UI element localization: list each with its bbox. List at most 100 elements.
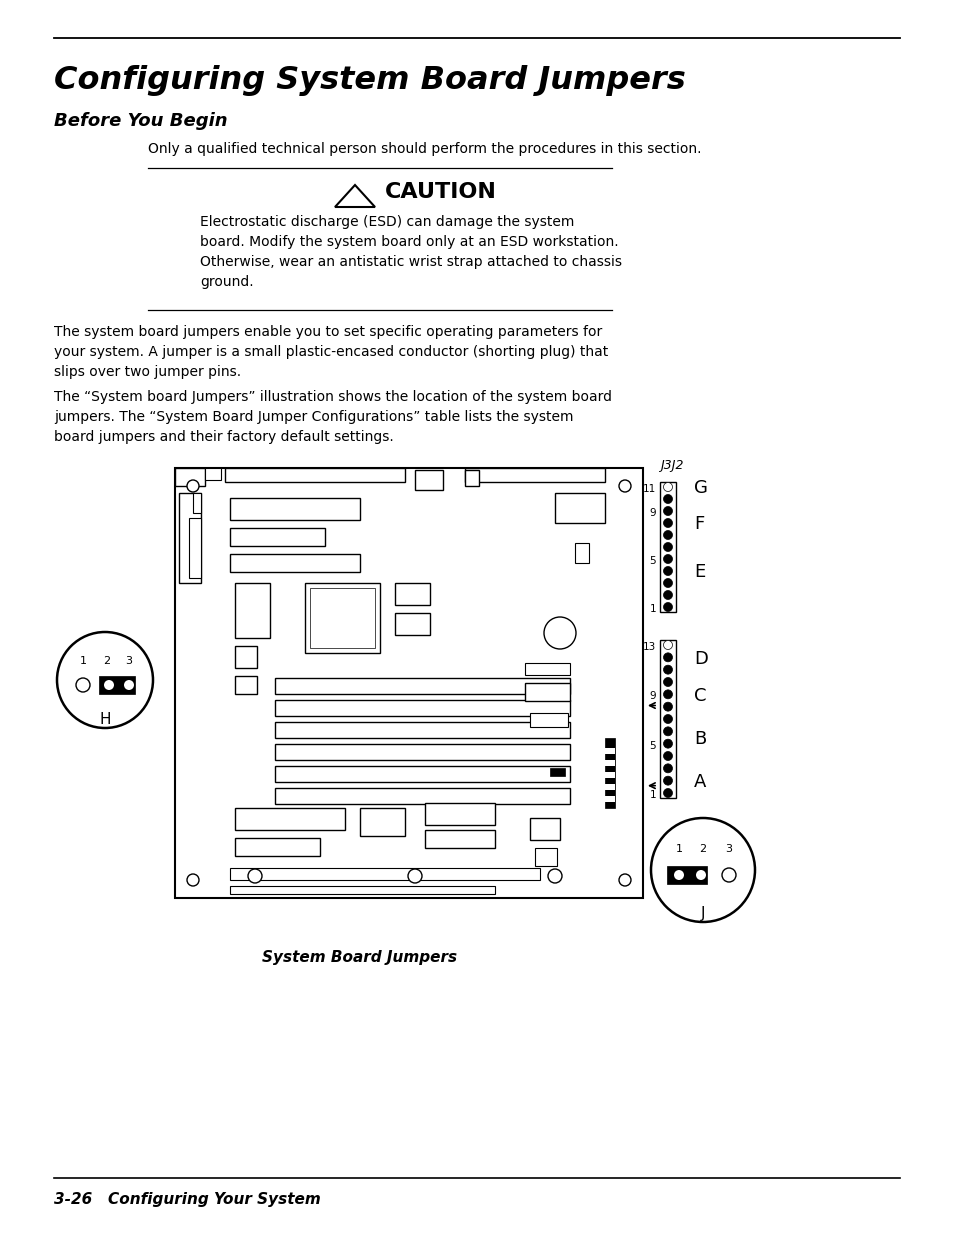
Circle shape bbox=[662, 519, 672, 527]
Text: 5: 5 bbox=[649, 556, 656, 566]
Circle shape bbox=[662, 666, 672, 674]
Text: J3J2: J3J2 bbox=[659, 459, 682, 472]
Text: 3-26   Configuring Your System: 3-26 Configuring Your System bbox=[54, 1192, 320, 1207]
Circle shape bbox=[662, 740, 672, 748]
Text: 2: 2 bbox=[103, 656, 111, 666]
Text: 3: 3 bbox=[126, 656, 132, 666]
Text: 3: 3 bbox=[724, 844, 732, 853]
Text: The system board jumpers enable you to set specific operating parameters for
you: The system board jumpers enable you to s… bbox=[54, 325, 608, 379]
Text: 9: 9 bbox=[649, 508, 656, 517]
Text: 1: 1 bbox=[649, 604, 656, 614]
Circle shape bbox=[662, 483, 672, 492]
Bar bbox=[174, 468, 205, 487]
Circle shape bbox=[662, 727, 672, 736]
Text: F: F bbox=[693, 515, 703, 534]
Text: H: H bbox=[99, 713, 111, 727]
Text: The “System board Jumpers” illustration shows the location of the system board
j: The “System board Jumpers” illustration … bbox=[54, 390, 612, 445]
Circle shape bbox=[662, 555, 672, 563]
Text: A: A bbox=[693, 773, 705, 790]
Circle shape bbox=[662, 703, 672, 711]
Circle shape bbox=[57, 632, 152, 727]
Bar bbox=[230, 529, 325, 546]
Text: Electrostatic discharge (ESD) can damage the system
board. Modify the system boa: Electrostatic discharge (ESD) can damage… bbox=[200, 215, 621, 289]
Circle shape bbox=[662, 678, 672, 687]
Text: System Board Jumpers: System Board Jumpers bbox=[262, 950, 457, 965]
Bar bbox=[174, 468, 642, 898]
Text: 5: 5 bbox=[649, 741, 656, 751]
Bar bbox=[274, 678, 569, 694]
Circle shape bbox=[547, 869, 561, 883]
Bar bbox=[225, 468, 405, 482]
Bar bbox=[535, 848, 557, 866]
Circle shape bbox=[248, 869, 262, 883]
Circle shape bbox=[662, 590, 672, 599]
Text: 11: 11 bbox=[642, 484, 656, 494]
Bar bbox=[234, 808, 345, 830]
Bar bbox=[555, 493, 604, 522]
Circle shape bbox=[662, 567, 672, 576]
Text: E: E bbox=[693, 563, 704, 580]
Bar bbox=[604, 739, 615, 808]
Bar bbox=[274, 788, 569, 804]
Bar bbox=[230, 498, 359, 520]
Circle shape bbox=[662, 542, 672, 552]
Bar bbox=[530, 713, 567, 727]
Text: 13: 13 bbox=[642, 642, 656, 652]
Bar bbox=[659, 482, 676, 613]
Circle shape bbox=[662, 690, 672, 699]
Bar bbox=[205, 468, 221, 480]
Circle shape bbox=[662, 578, 672, 588]
Circle shape bbox=[187, 874, 199, 885]
Bar bbox=[604, 797, 615, 802]
Circle shape bbox=[696, 869, 705, 881]
Bar bbox=[230, 555, 359, 572]
Bar bbox=[666, 866, 706, 884]
Circle shape bbox=[662, 653, 672, 662]
Text: 2: 2 bbox=[699, 844, 706, 853]
Bar bbox=[424, 830, 495, 848]
Circle shape bbox=[662, 763, 672, 773]
Bar bbox=[234, 839, 319, 856]
Bar bbox=[659, 640, 676, 798]
Text: D: D bbox=[693, 650, 707, 667]
Text: Configuring System Board Jumpers: Configuring System Board Jumpers bbox=[54, 65, 685, 96]
Bar bbox=[274, 722, 569, 739]
Circle shape bbox=[662, 531, 672, 540]
Bar bbox=[524, 683, 569, 701]
Circle shape bbox=[650, 818, 754, 923]
Circle shape bbox=[124, 680, 133, 690]
Bar bbox=[604, 784, 615, 790]
Bar bbox=[179, 493, 201, 583]
Circle shape bbox=[76, 678, 90, 692]
Text: G: G bbox=[693, 479, 707, 496]
Circle shape bbox=[662, 788, 672, 798]
Bar bbox=[524, 663, 569, 676]
Text: J: J bbox=[700, 906, 704, 921]
Circle shape bbox=[721, 868, 735, 882]
Bar bbox=[274, 743, 569, 760]
Bar bbox=[550, 768, 564, 776]
Circle shape bbox=[673, 869, 683, 881]
Circle shape bbox=[618, 874, 630, 885]
Bar bbox=[234, 676, 256, 694]
Text: CAUTION: CAUTION bbox=[385, 182, 497, 203]
Text: Before You Begin: Before You Begin bbox=[54, 112, 228, 130]
Bar bbox=[395, 583, 430, 605]
Bar bbox=[189, 517, 201, 578]
Bar bbox=[395, 613, 430, 635]
Circle shape bbox=[662, 715, 672, 724]
Bar bbox=[604, 760, 615, 766]
Bar bbox=[274, 766, 569, 782]
Bar bbox=[359, 808, 405, 836]
Bar bbox=[424, 803, 495, 825]
Circle shape bbox=[618, 480, 630, 492]
Bar bbox=[305, 583, 379, 653]
Circle shape bbox=[662, 752, 672, 761]
Bar bbox=[464, 471, 478, 487]
Text: B: B bbox=[693, 730, 705, 747]
Bar bbox=[230, 868, 539, 881]
Bar bbox=[604, 772, 615, 778]
Bar bbox=[99, 676, 135, 694]
Circle shape bbox=[104, 680, 113, 690]
Text: C: C bbox=[693, 687, 706, 704]
